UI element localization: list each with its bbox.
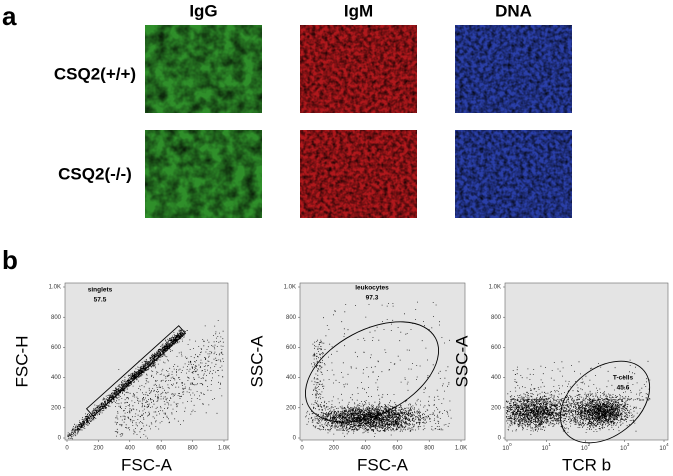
x-axis-label: FSC-A	[121, 455, 173, 474]
y-tick-label: 800	[491, 315, 502, 321]
micrograph-texture	[145, 25, 262, 113]
tick-base: 10	[542, 446, 549, 452]
tick-exponent: 1	[548, 442, 551, 447]
gate-name: T-cells	[613, 375, 634, 382]
x-tick-label: 1.0K	[455, 446, 467, 452]
events	[506, 359, 651, 435]
x-tick-label: 600	[156, 446, 167, 452]
x-axis-label: FSC-A	[357, 455, 409, 474]
micrograph-texture	[300, 130, 417, 218]
y-tick-label: 0	[498, 436, 502, 442]
x-tick-label: 1.0K	[218, 446, 230, 452]
y-axis-label: FSC-H	[12, 336, 31, 388]
y-tick-label: 400	[286, 375, 297, 381]
x-tick-label: 800	[424, 446, 435, 452]
gate-percent: 57.5	[94, 297, 107, 304]
x-tick-label: 0	[65, 446, 69, 452]
column-header: IgG	[189, 1, 217, 20]
x-tick-label: 0	[300, 446, 304, 452]
y-tick-label: 800	[51, 315, 62, 321]
x-tick-label: 400	[361, 446, 372, 452]
gate-name: singlets	[88, 287, 113, 294]
y-tick-label: 0	[58, 436, 62, 442]
tick-base: 10	[620, 446, 627, 452]
tick-base: 10	[659, 446, 666, 452]
x-tick-label: 400	[125, 446, 136, 452]
gate	[304, 321, 440, 423]
micrograph-texture	[145, 130, 262, 218]
x-tick-label: 200	[93, 446, 104, 452]
events	[67, 320, 224, 440]
y-tick-label: 600	[491, 345, 502, 351]
y-axis-label: SSC-A	[452, 335, 471, 388]
micrograph-texture	[455, 25, 572, 113]
y-tick-label: 200	[51, 405, 62, 411]
tick-exponent: 3	[627, 442, 630, 447]
micrograph-texture	[455, 130, 572, 218]
events	[302, 301, 452, 437]
tick-exponent: 0	[509, 442, 512, 447]
y-tick-label: 200	[286, 405, 297, 411]
y-tick-label: 200	[491, 405, 502, 411]
y-tick-label: 1.0K	[49, 285, 61, 291]
tick-exponent: 2	[588, 442, 591, 447]
x-tick-label: 104	[659, 442, 669, 451]
gate-percent: 97.3	[366, 295, 379, 302]
x-tick-label: 101	[542, 442, 552, 451]
gate	[559, 360, 651, 444]
y-axis-label: SSC-A	[247, 335, 266, 388]
gate-percent: 45.6	[617, 385, 630, 392]
panel-label: b	[2, 245, 18, 275]
micrograph-texture	[300, 25, 417, 113]
x-tick-label: 600	[392, 446, 403, 452]
x-tick-label: 800	[188, 446, 199, 452]
y-tick-label: 800	[286, 315, 297, 321]
y-tick-label: 1.0K	[489, 285, 501, 291]
panel-a: a IgG IgM DNA CSQ2(+/+) CSQ2(-/-)	[2, 1, 572, 218]
gate-name: leukocytes	[355, 285, 389, 292]
y-tick-label: 400	[51, 375, 62, 381]
row-label: CSQ2(-/-)	[58, 164, 132, 183]
flow-plot: SSC-A FSC-A 0 200 400 600 800 1.0K 0 200 400 600 800…	[247, 282, 467, 474]
column-header: IgM	[344, 1, 373, 20]
tick-exponent: 4	[666, 442, 669, 447]
panel-label: a	[2, 1, 17, 31]
row-label: CSQ2(+/+)	[54, 64, 136, 83]
tick-base: 10	[581, 446, 588, 452]
y-tick-label: 1.0K	[284, 285, 296, 291]
column-header: DNA	[495, 1, 532, 20]
tick-base: 10	[502, 446, 509, 452]
x-tick-label: 100	[502, 442, 512, 451]
y-tick-label: 0	[293, 436, 297, 442]
x-tick-label: 103	[620, 442, 630, 451]
gate	[85, 325, 187, 417]
x-tick-label: 200	[329, 446, 340, 452]
y-tick-label: 600	[286, 345, 297, 351]
y-tick-label: 600	[51, 345, 62, 351]
x-axis-label: TCR b	[562, 455, 611, 474]
x-tick-label: 102	[581, 442, 591, 451]
flow-plot: FSC-H FSC-A 0 200 400 600 800 1.0K 0 200 400 600 800…	[12, 282, 230, 474]
y-tick-label: 400	[491, 375, 502, 381]
